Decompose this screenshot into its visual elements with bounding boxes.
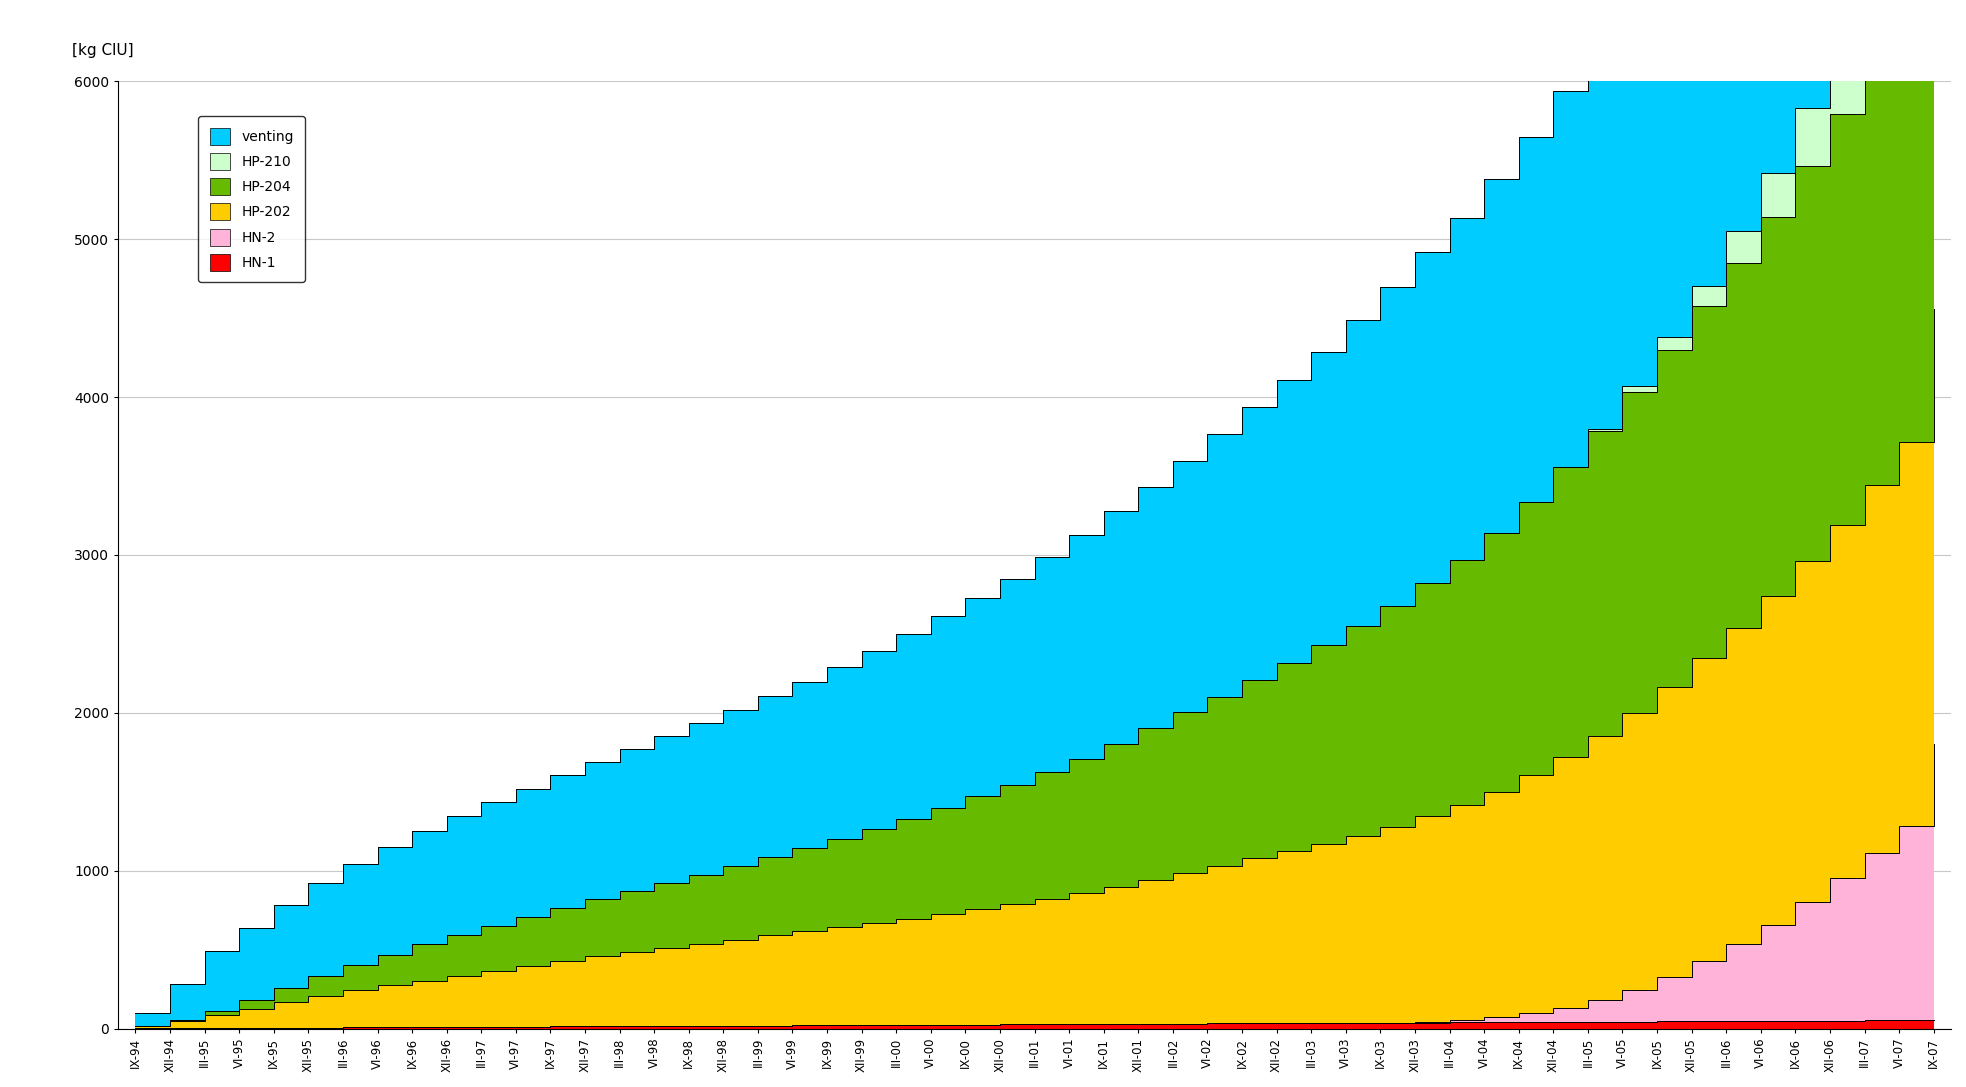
Text: [kg ClU]: [kg ClU] [73, 43, 134, 59]
Legend: venting, HP-210, HP-204, HP-202, HN-2, HN-1: venting, HP-210, HP-204, HP-202, HN-2, H… [199, 116, 305, 282]
